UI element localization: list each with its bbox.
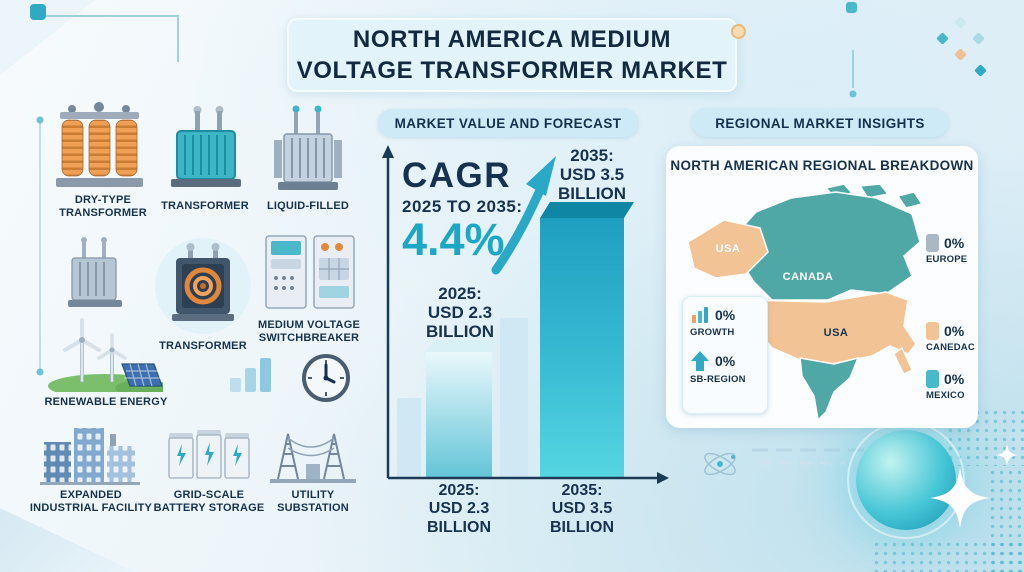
- market-forecast-badge: MARKET VALUE AND FORECAST: [378, 109, 638, 137]
- decor-square-top-left: [30, 4, 46, 20]
- legend-mexico: 0% MEXICO: [926, 370, 965, 401]
- clock-icon: [302, 354, 350, 402]
- canedac-icon: [926, 322, 939, 340]
- decor-halftone-3: [872, 540, 1024, 572]
- map-island-3: [896, 191, 924, 209]
- bar-2025: [426, 352, 492, 478]
- bg-bar-1: [397, 398, 421, 478]
- cagr-period: 2025 TO 2035:: [402, 197, 523, 216]
- cagr-title: CAGR: [402, 156, 512, 195]
- page-title-line1: NORTH AMERICA MEDIUM: [352, 25, 672, 53]
- industrial-facility-icon: [40, 428, 140, 485]
- page-title: NORTH AMERICA MEDIUM VOLTAGE TRANSFORMER…: [287, 18, 737, 92]
- label-industrial-facility: EXPANDED INDUSTRIAL FACILITY: [29, 489, 153, 514]
- dry-type-transformer-icon: [56, 102, 143, 187]
- growth-arrow: [491, 181, 547, 275]
- map-island-2: [858, 184, 890, 199]
- label-switchbreaker: MEDIUM VOLTAGE SWITCHBREAKER: [258, 319, 360, 344]
- label-2025-bottom: 2025: USD 2.3 BILLION: [427, 482, 491, 536]
- mini-bar-chart-icon: [230, 358, 271, 392]
- coil-transformer-icon: [155, 238, 251, 334]
- utility-substation-icon: [270, 433, 356, 483]
- label-2025-top: 2025: USD 2.3 BILLION: [426, 284, 494, 342]
- growth-bars-icon: [692, 307, 708, 323]
- label-dry-type-transformer: DRY-TYPE TRANSFORMER: [59, 194, 147, 219]
- label-coil-transformer: TRANSFORMER: [159, 340, 247, 352]
- growth-value: 0%: [715, 307, 736, 323]
- transformer-icon: [171, 106, 241, 187]
- legend-europe: 0% EUROPE: [926, 234, 968, 265]
- bar-2035: [540, 218, 624, 478]
- sparkle-star-icon: [930, 468, 990, 528]
- growth-panel: 0% GROWTH 0% SB-REGION: [682, 296, 768, 414]
- small-transformer-icon: [68, 237, 122, 307]
- growth-label: GROWTH: [690, 327, 735, 338]
- map-alaska: [687, 219, 769, 279]
- map-canada: [737, 191, 921, 301]
- map-label-canada: CANADA: [783, 271, 834, 283]
- sb-region-label: SB-REGION: [690, 374, 746, 385]
- regional-card-title: NORTH AMERICAN REGIONAL BREAKDOWN: [670, 158, 974, 173]
- legend-canedac: 0% CANEDAC: [926, 322, 975, 353]
- label-liquid-filled: LIQUID-FILLED: [266, 200, 350, 212]
- decor-ring-title: [731, 24, 746, 39]
- label-transformer: TRANSFORMER: [161, 200, 249, 212]
- liquid-filled-transformer-icon: [274, 105, 342, 190]
- label-renewable-energy: RENEWABLE ENERGY: [44, 396, 168, 408]
- label-battery-storage: GRID-SCALE BATTERY STORAGE: [153, 489, 265, 514]
- regional-insights-badge: REGIONAL MARKET INSIGHTS: [692, 109, 948, 137]
- battery-storage-icon: [168, 430, 250, 479]
- north-america-map: USA CANADA USA: [687, 184, 924, 422]
- cagr-value: 4.4%: [402, 214, 505, 265]
- map-label-alaska: USA: [716, 243, 741, 255]
- bg-bar-2: [500, 318, 528, 478]
- sb-region-value: 0%: [715, 353, 736, 369]
- map-mexico: [799, 356, 860, 422]
- map-label-usa: USA: [824, 327, 849, 339]
- europe-icon: [926, 234, 939, 252]
- label-2035-bottom: 2035: USD 3.5 BILLION: [550, 482, 614, 536]
- up-arrow-icon: [691, 351, 709, 371]
- page-title-line2: VOLTAGE TRANSFORMER MARKET: [296, 57, 728, 84]
- sparkle-star-small-icon: [996, 444, 1018, 466]
- atom-icon: [704, 452, 736, 476]
- forecast-bar-chart: [382, 145, 669, 484]
- map-florida: [893, 347, 913, 375]
- mexico-icon: [926, 370, 939, 388]
- renewable-energy-icon: [48, 318, 163, 392]
- switchbreaker-icon: [265, 235, 355, 309]
- label-2035-top: 2035: USD 3.5 BILLION: [558, 146, 626, 204]
- decor-square-top-right: [846, 2, 857, 13]
- label-utility-substation: UTILITY SUBSTATION: [277, 489, 349, 514]
